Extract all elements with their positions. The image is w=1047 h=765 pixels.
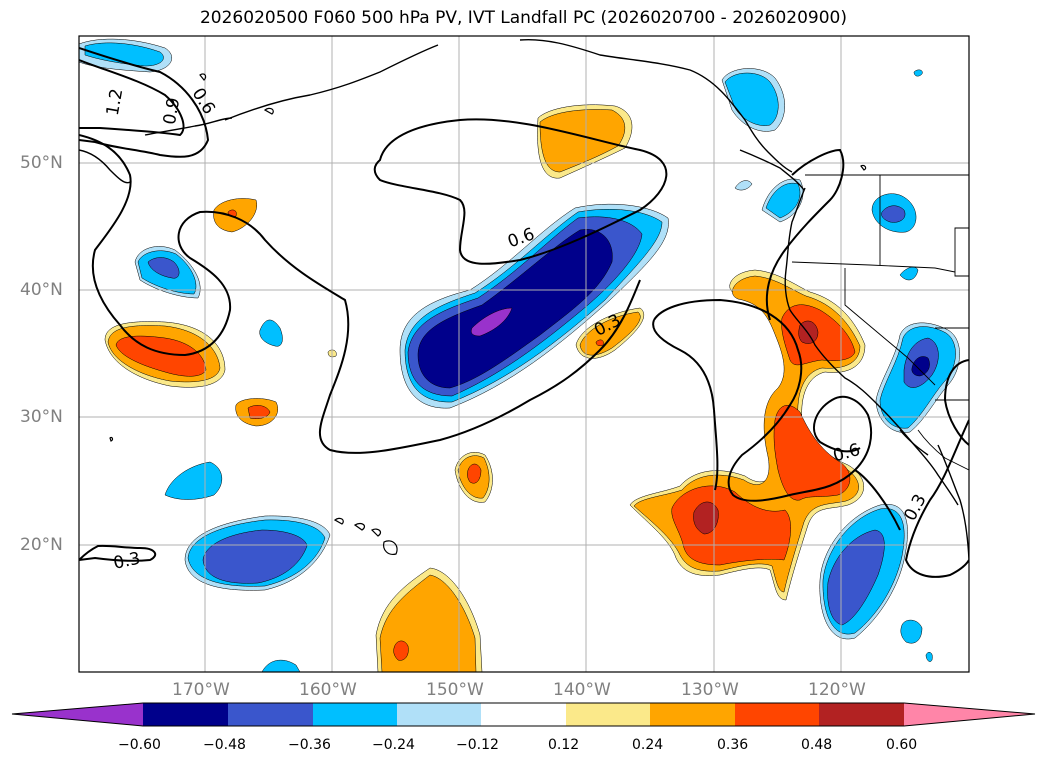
- anomaly-fill: [773, 405, 851, 501]
- colorbar-segment: [481, 703, 566, 726]
- anomaly-fill: [393, 640, 409, 661]
- anomaly-fill: [734, 180, 753, 191]
- lat-label-30n: 30°N: [20, 407, 63, 427]
- colorbar-segment: [735, 703, 819, 726]
- anomaly-fill: [247, 405, 271, 419]
- fill-neg-vstrong: [417, 229, 613, 389]
- lon-label-140w: 140°W: [553, 680, 611, 700]
- colorbar-tick: −0.36: [288, 737, 331, 753]
- anomaly-fill: [84, 42, 164, 67]
- southwest-negative-anomaly: [184, 515, 331, 591]
- map-frame: [78, 35, 970, 673]
- lat-label-20n: 20°N: [20, 535, 63, 555]
- anomaly-fill: [911, 356, 930, 377]
- anomaly-fill: [115, 335, 207, 377]
- contour-label: 0.6: [188, 85, 219, 119]
- anomaly-fill: [693, 501, 719, 535]
- colorbar-segment: [228, 703, 313, 726]
- colorbar-tick: −0.60: [118, 737, 161, 753]
- anomaly-fill: [202, 529, 308, 584]
- colorbar-segment: [566, 703, 650, 726]
- anomaly-fill: [900, 619, 923, 644]
- lon-label-160w: 160°W: [299, 680, 357, 700]
- colorbar-segment: [143, 703, 228, 726]
- contour-lines: [79, 47, 969, 578]
- lon-label-130w: 130°W: [681, 680, 739, 700]
- colorbar-tick: −0.12: [456, 737, 499, 753]
- colorbar-tick: 0.48: [801, 737, 833, 753]
- lon-label-150w: 150°W: [426, 680, 484, 700]
- anomaly-fill: [379, 574, 477, 672]
- anomaly-fill: [925, 652, 933, 662]
- anomaly-fill: [899, 266, 919, 281]
- colorbar-max-extend: [904, 703, 1035, 726]
- colorbar-min-extend: [12, 703, 143, 726]
- anomaly-fill: [724, 72, 779, 126]
- coastlines: [79, 38, 969, 561]
- colorbar-tick: 0.24: [632, 737, 664, 753]
- contour-label: 0.6: [831, 440, 862, 466]
- lat-label-40n: 40°N: [20, 280, 63, 300]
- anomaly-fill: [595, 339, 604, 347]
- anomaly-fills: [79, 38, 960, 672]
- lon-label-170w: 170°W: [172, 680, 230, 700]
- colorbar-segment: [397, 703, 481, 726]
- map-title: 2026020500 F060 500 hPa PV, IVT Landfall…: [199, 8, 847, 28]
- lat-label-50n: 50°N: [20, 153, 63, 173]
- state-borders: [791, 174, 969, 471]
- colorbar-tick: 0.36: [717, 737, 749, 753]
- anomaly-fill: [259, 319, 283, 347]
- contour-label: 1.2: [103, 87, 127, 117]
- contour-label: 0.9: [160, 96, 184, 126]
- islands: [109, 73, 867, 555]
- colorbar-tick: −0.24: [372, 737, 415, 753]
- colorbar-segment: [650, 703, 735, 726]
- graticule: [79, 36, 969, 672]
- colorbar-tick: −0.48: [203, 737, 246, 753]
- central-negative-anomaly: [399, 203, 669, 409]
- colorbar-outline: [11, 702, 1036, 727]
- colorbar: [11, 702, 1036, 727]
- colorbar-tick: 0.60: [886, 737, 918, 753]
- fill-neg-extreme: [471, 307, 513, 337]
- anomaly-fill: [467, 463, 482, 484]
- colorbar-tick: 0.12: [548, 737, 580, 753]
- anomaly-fill: [781, 304, 856, 366]
- anomaly-fill: [913, 69, 923, 77]
- contour-label: 0.3: [112, 549, 143, 574]
- colorbar-segment: [313, 703, 397, 726]
- colorbar-segment: [819, 703, 904, 726]
- anomaly-fill: [827, 529, 885, 626]
- anomaly-fill: [881, 205, 906, 223]
- anomaly-fill: [579, 311, 641, 356]
- anomaly-fill: [147, 257, 180, 279]
- map-content: [79, 36, 969, 672]
- anomaly-fill: [261, 659, 301, 672]
- fill-neg-small: [164, 461, 222, 500]
- lon-label-120w: 120°W: [808, 680, 866, 700]
